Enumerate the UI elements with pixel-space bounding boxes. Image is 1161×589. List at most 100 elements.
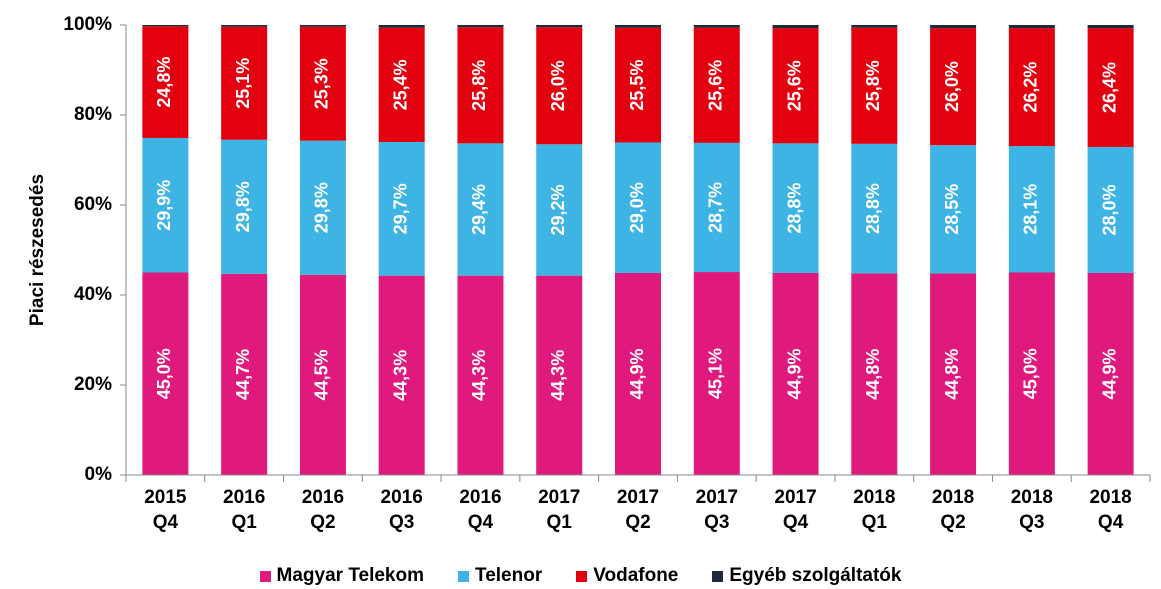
data-label: 44,9% [1099, 348, 1119, 399]
bar-segment [299, 26, 346, 141]
bar-segment [930, 25, 977, 29]
bar-segment [693, 142, 740, 273]
bar-segment [1087, 146, 1134, 273]
bar-segment [851, 143, 898, 274]
y-tick-label: 100% [63, 14, 112, 35]
x-tick-label: 2017 Q1 [538, 487, 581, 533]
bar-segment [221, 273, 268, 475]
bar-segment [1008, 28, 1055, 147]
data-label: 28,1% [1021, 184, 1041, 235]
bar-segment [221, 26, 268, 140]
bar-segment [772, 28, 819, 144]
bar-segment [221, 25, 268, 27]
bar-segment [1087, 25, 1134, 29]
data-label: 29,0% [627, 182, 647, 233]
data-label: 45,1% [706, 348, 726, 399]
data-label: 29,7% [390, 183, 410, 234]
data-label: 26,0% [942, 61, 962, 112]
data-label: 28,7% [706, 182, 726, 233]
bar-segment [615, 27, 661, 143]
data-label: 44,8% [942, 349, 962, 400]
legend-label: Vodafone [593, 565, 679, 586]
data-label: 25,6% [784, 60, 804, 111]
bar-segment [536, 275, 583, 475]
bar-segment [221, 139, 268, 274]
bar-segment [1008, 272, 1055, 475]
bar-segment [615, 272, 661, 475]
data-label: 44,3% [469, 350, 489, 401]
legend-label: Egyéb szolgáltatók [729, 565, 902, 586]
data-label: 26,2% [1021, 62, 1041, 113]
y-tick-label: 0% [85, 464, 113, 485]
data-label: 44,3% [390, 350, 410, 401]
x-tick-label: 2016 Q3 [380, 487, 423, 533]
bar-segment [693, 27, 740, 143]
x-tick-label: 2016 Q4 [459, 487, 502, 533]
bar-segment [536, 27, 583, 145]
data-label: 25,8% [469, 60, 489, 111]
data-label: 28,8% [863, 183, 883, 234]
data-label: 44,9% [784, 348, 804, 399]
bar-segment [457, 27, 504, 144]
data-label: 25,3% [312, 58, 332, 109]
data-label: 28,8% [784, 183, 804, 234]
bar-segment [378, 142, 425, 276]
x-tick-label: 2017 Q2 [616, 487, 660, 533]
data-label: 25,1% [233, 58, 253, 109]
y-tick-label: 20% [74, 374, 112, 395]
legend-item: Telenor [458, 565, 542, 587]
data-label: 44,8% [863, 349, 883, 400]
y-tick-label: 40% [74, 284, 112, 305]
y-tick-label: 60% [74, 194, 112, 215]
data-label: 45,0% [1021, 348, 1041, 399]
x-tick-label: 2018 Q2 [931, 487, 975, 533]
legend-label: Telenor [475, 565, 543, 586]
data-label: 26,4% [1099, 62, 1119, 113]
x-tick-label: 2018 Q4 [1089, 487, 1132, 533]
data-label: 24,8% [154, 57, 174, 108]
bar-segment [457, 143, 504, 276]
bar-segment [693, 272, 740, 475]
bar-segment [615, 25, 661, 28]
data-label: 44,9% [627, 348, 647, 399]
legend-swatch [259, 570, 271, 582]
legend-label: Magyar Telekom [276, 565, 424, 586]
legend-swatch [458, 570, 469, 582]
bar-segment [930, 145, 977, 274]
bar-segment [772, 25, 819, 29]
bar-segment [378, 25, 425, 28]
y-tick-label: 80% [74, 104, 112, 125]
data-label: 44,5% [312, 349, 332, 400]
bar-segment [1008, 25, 1055, 29]
y-axis-label: Piaci részesedés [27, 174, 48, 326]
bar-segment [772, 272, 819, 475]
bar-segment [142, 26, 189, 138]
data-label: 25,5% [627, 60, 647, 111]
bar-segment [142, 25, 189, 27]
bar-segment [299, 140, 346, 275]
data-label: 45,0% [154, 348, 174, 399]
bar-segment [299, 25, 346, 27]
x-tick-label: 2018 Q3 [1010, 487, 1053, 533]
bar-segment [1008, 146, 1055, 273]
data-label: 25,8% [863, 60, 883, 111]
legend-item: Vodafone [576, 565, 678, 587]
bar-segment [693, 25, 740, 28]
data-label: 28,5% [942, 184, 962, 235]
legend-item: Egyéb szolgáltatók [712, 565, 901, 587]
bar-segment [536, 25, 583, 28]
bar-segment [772, 143, 819, 273]
data-label: 28,0% [1099, 184, 1119, 235]
legend: Magyar Telekom Telenor Vodafone Egyéb szolg… [0, 565, 1161, 587]
data-label: 44,3% [548, 350, 568, 401]
bar-segment [378, 275, 425, 475]
data-label: 29,8% [233, 181, 253, 232]
bar-segment [851, 273, 898, 475]
x-tick-label: 2015 Q4 [144, 487, 187, 533]
bar-segment [536, 144, 583, 276]
bar-segment [299, 274, 346, 475]
bar-segment [930, 273, 977, 475]
legend-swatch [712, 570, 724, 582]
